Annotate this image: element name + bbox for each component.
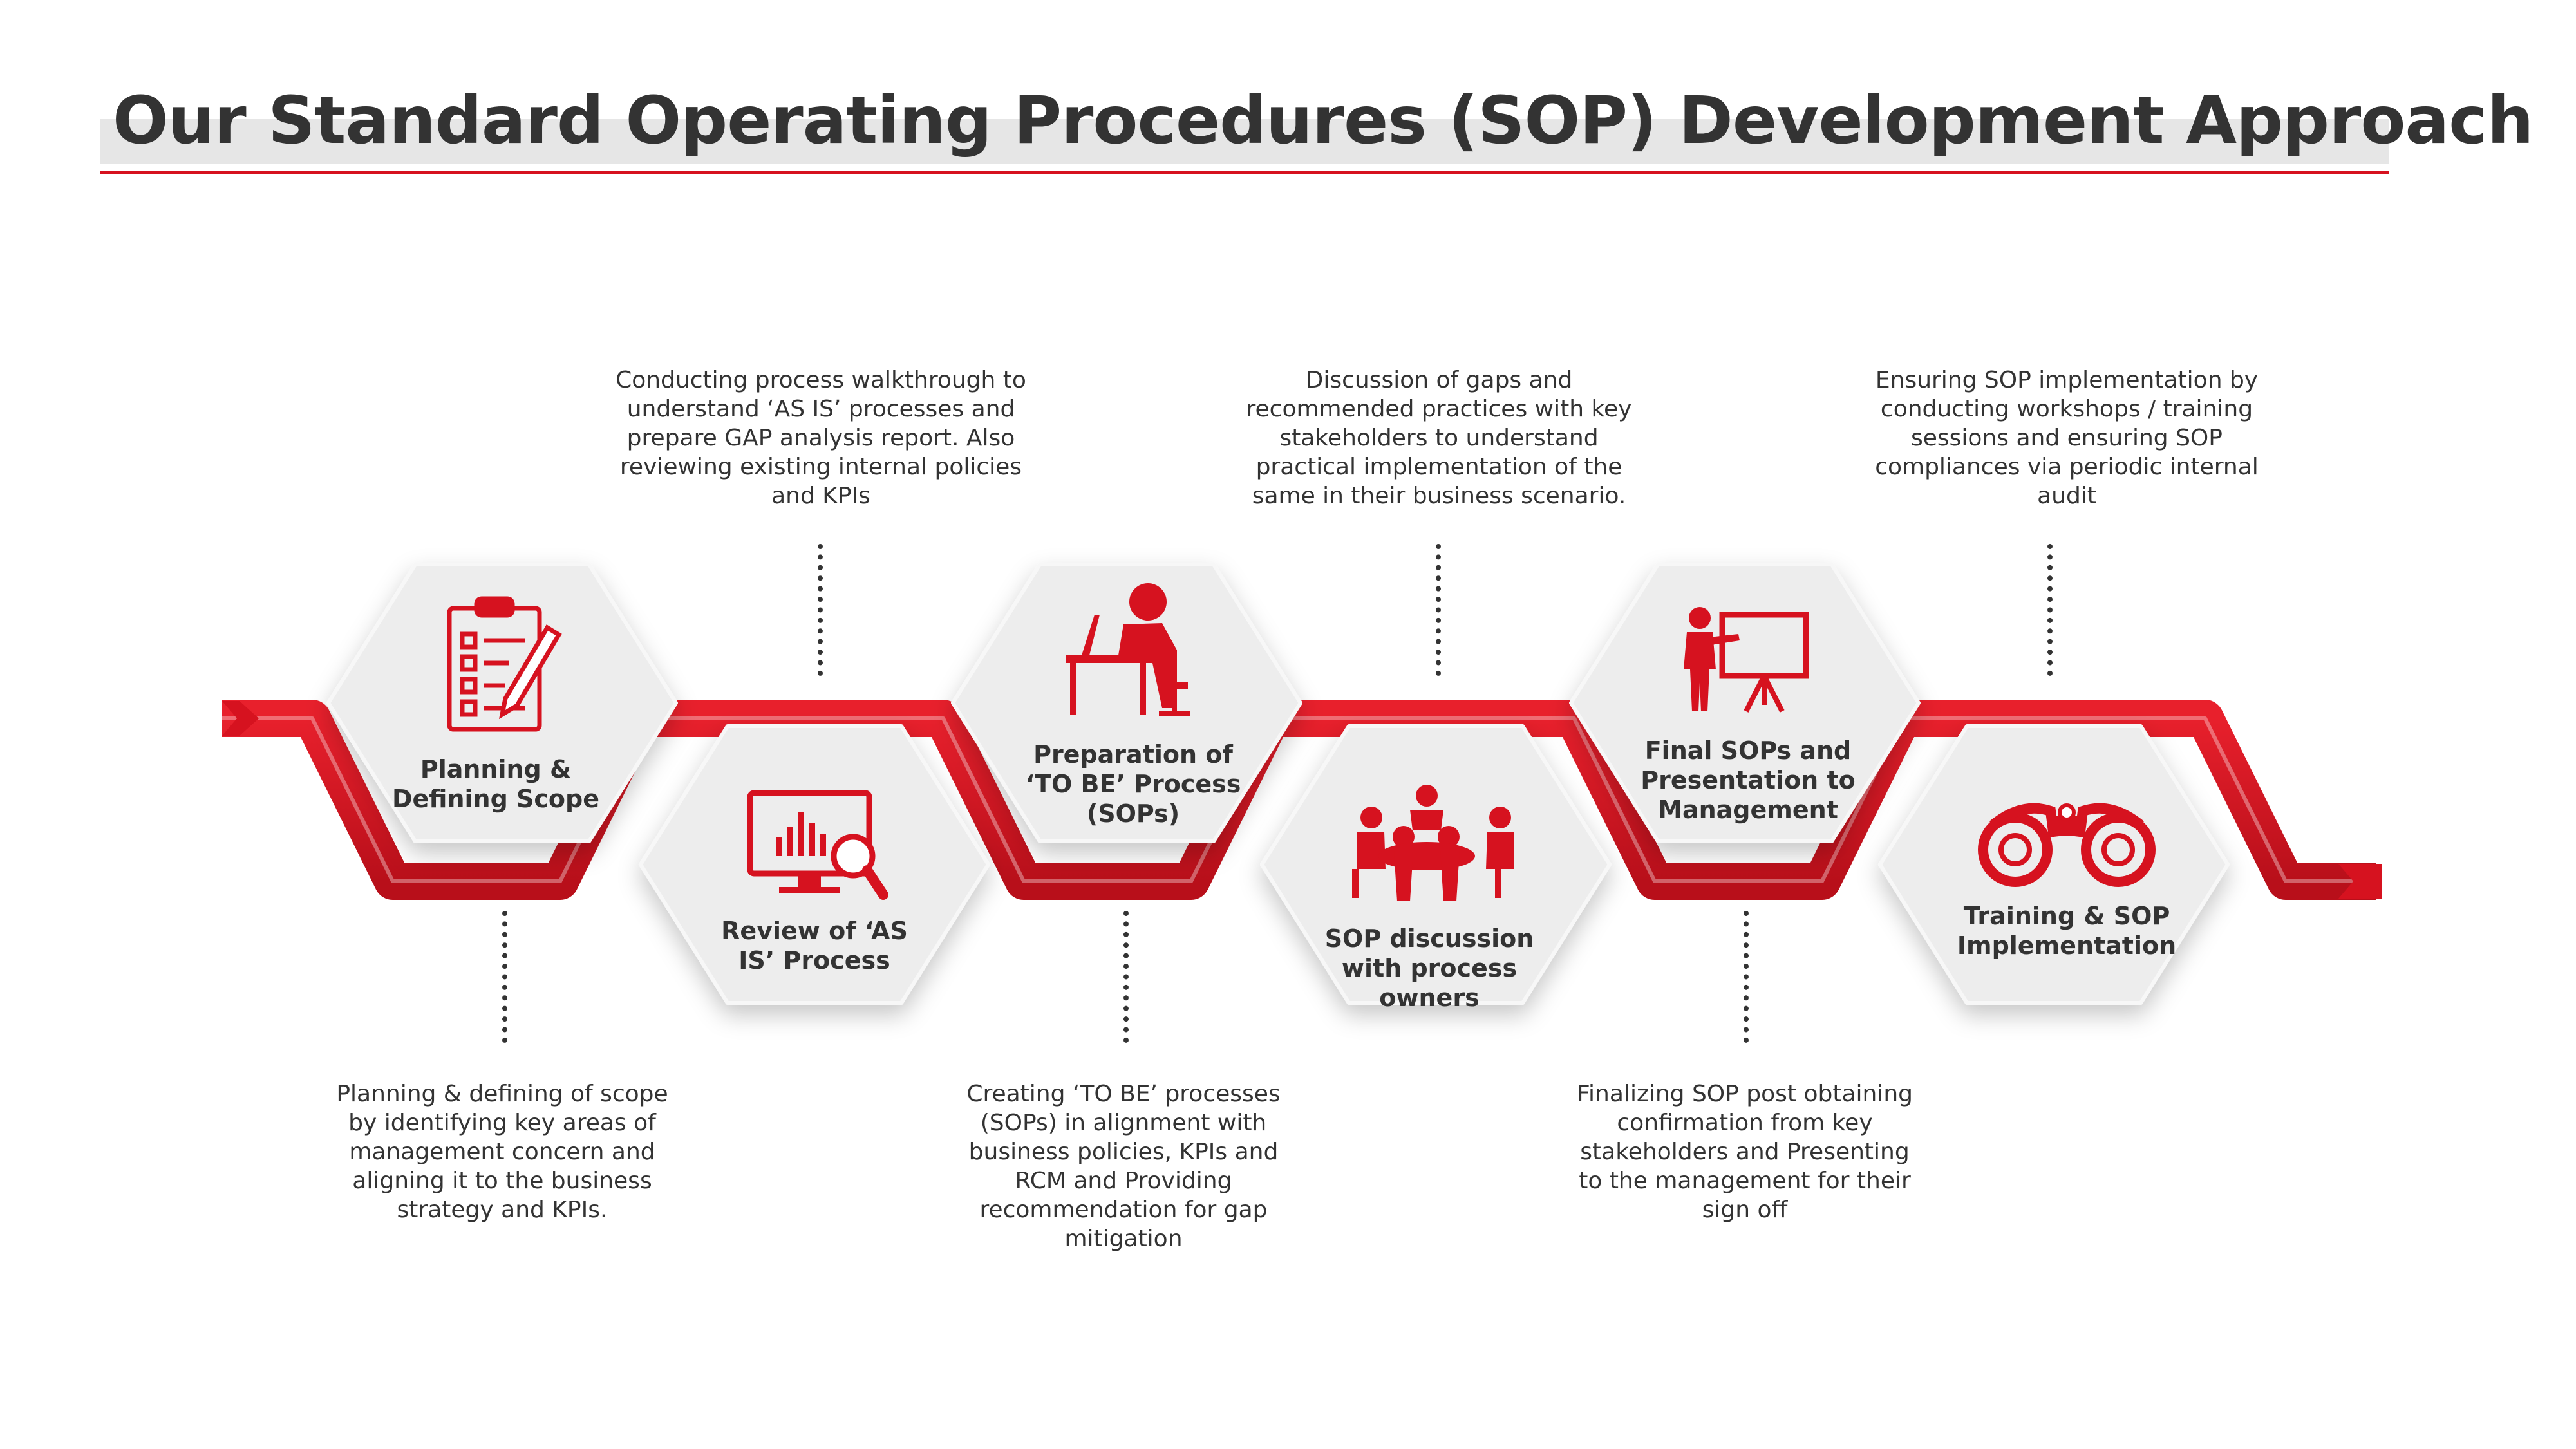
step-5-description: Finalizing SOP post obtaining confirmati…: [1576, 1081, 1913, 1223]
step-2-description: Conducting process walkthrough to unders…: [616, 367, 1026, 509]
step-2-connector: [818, 544, 823, 676]
meeting-table-group-icon: [1352, 785, 1514, 901]
clipboard-checklist-icon: [447, 596, 562, 732]
step-2-label: Review of ‘AS IS’ Process: [721, 917, 908, 975]
monitor-chart-magnifier-icon: [747, 790, 888, 900]
title-highlight-band: [100, 119, 2389, 164]
flow-start-arrow-icon: [222, 701, 259, 736]
page-title: Our Standard Operating Procedures (SOP) …: [113, 82, 2534, 159]
step-3-hexagon: [951, 563, 1302, 843]
step-3-description: Creating ‘TO BE’ processes (SOPs) in ali…: [966, 1081, 1281, 1252]
step-6-description: Ensuring SOP implementation by conductin…: [1875, 367, 2259, 509]
step-3-connector: [1123, 911, 1129, 1043]
step-6-hexagon: [1878, 724, 2230, 1005]
step-1-connector: [502, 911, 507, 1043]
person-at-desk-laptop-icon: [1066, 583, 1190, 716]
step-2-hexagon: [639, 724, 990, 1005]
title-underline: [100, 171, 2389, 174]
step-4-label: SOP discussion with process owners: [1324, 924, 1534, 1012]
step-1-description: Planning & defining of scope by identify…: [336, 1081, 668, 1223]
step-6-connector: [2047, 544, 2053, 676]
step-5-hexagon: [1569, 563, 1921, 843]
step-1-label: Planning & Defining Scope: [391, 755, 600, 813]
step-5-label: Final SOPs and Presentation to Managemen…: [1641, 736, 1856, 824]
step-5-connector: [1744, 911, 1749, 1043]
step-3-label: Preparation of ‘TO BE’ Process (SOPs): [1025, 740, 1241, 828]
presenter-board-icon: [1684, 607, 1809, 713]
step-4-connector: [1436, 544, 1441, 676]
step-1-hexagon: [326, 563, 678, 843]
step-4-description: Discussion of gaps and recommended pract…: [1246, 367, 1632, 509]
flow-end-arrow-icon: [2338, 864, 2382, 899]
binoculars-icon: [1978, 803, 2156, 887]
step-6-label: Training & SOP Implementation: [1957, 902, 2177, 960]
